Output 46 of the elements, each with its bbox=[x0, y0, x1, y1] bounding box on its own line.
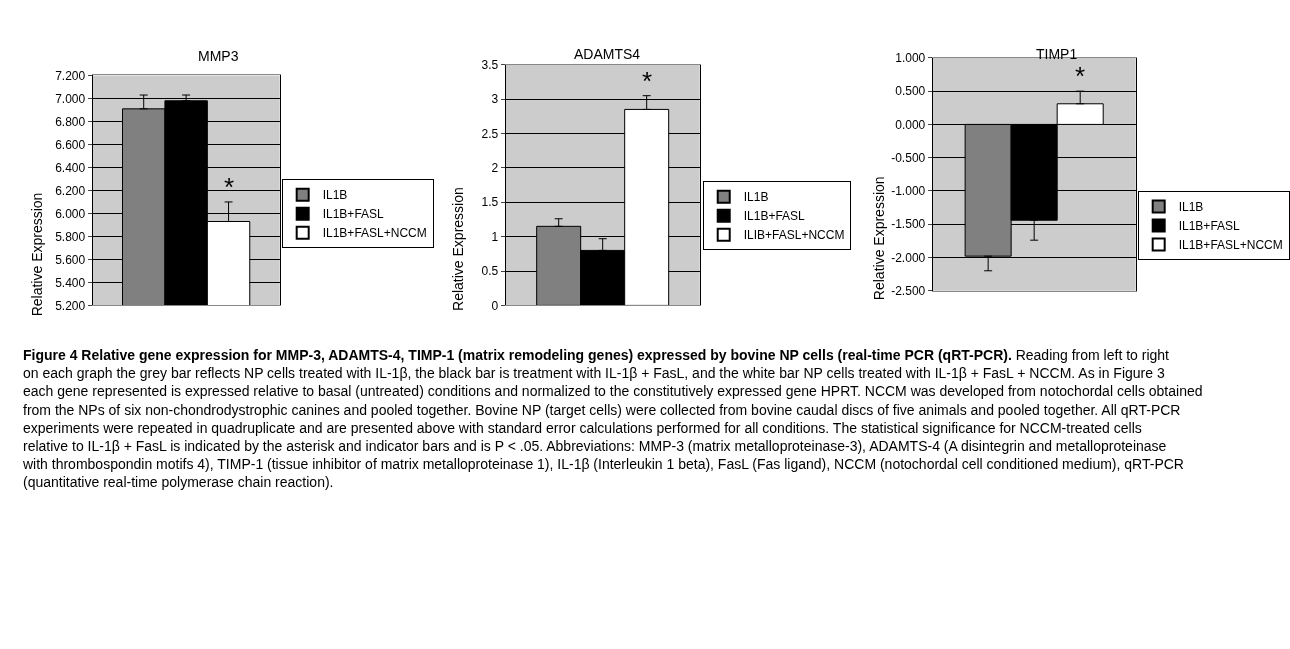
y-tick-label: 2 bbox=[491, 161, 499, 176]
legend-label: IL1B bbox=[1178, 200, 1204, 215]
annotation: * bbox=[224, 172, 235, 202]
y-tick-label: -1.000 bbox=[891, 184, 926, 199]
legend-label: IL1B+FASL bbox=[322, 207, 385, 222]
y-tick-label: 6.200 bbox=[55, 183, 86, 198]
y-tick-label: 3.5 bbox=[481, 57, 499, 72]
y-tick-label: 6.000 bbox=[55, 206, 86, 221]
y-tick-label: 3 bbox=[491, 92, 499, 107]
chart-title: MMP3 bbox=[198, 48, 239, 64]
y-tick-label: 5.400 bbox=[55, 275, 86, 290]
y-tick-label: -2.500 bbox=[891, 283, 926, 298]
y-tick-label: 1 bbox=[491, 229, 499, 244]
legend-label: IL1B+FASL bbox=[743, 209, 806, 224]
y-tick-label: 0.000 bbox=[895, 117, 926, 132]
y-tick-label: 0.5 bbox=[481, 264, 499, 279]
chart-title: ADAMTS4 bbox=[574, 46, 641, 62]
y-axis-title: Relative Expression bbox=[870, 176, 887, 301]
annotation: * bbox=[642, 66, 653, 96]
caption: Figure 4 Relative gene expression for MMP-3, ADAMTS-4, TIMP-1 (matrix remodeling genes) expressed by bovine NP cells (real-time PCR (qRT-PCR). bbox=[23, 347, 1012, 363]
annotation: * bbox=[1075, 61, 1086, 91]
y-tick-label: -1.500 bbox=[891, 217, 926, 232]
y-axis-title: Relative Expression bbox=[449, 187, 466, 311]
y-tick-label: 6.400 bbox=[55, 160, 86, 175]
y-tick-label: 5.800 bbox=[55, 229, 86, 244]
y-tick-label: 5.600 bbox=[55, 252, 86, 267]
legend-label: IL1B+FASL+NCCM bbox=[1178, 238, 1283, 253]
y-tick-label: 6.800 bbox=[55, 114, 86, 129]
legend-label: IL1B bbox=[743, 190, 769, 205]
y-tick-label: -0.500 bbox=[891, 150, 926, 165]
y-tick-label: 1.000 bbox=[895, 51, 926, 66]
y-tick-label: 5.200 bbox=[55, 298, 86, 313]
y-tick-label: -2.000 bbox=[891, 250, 926, 265]
legend-label: IL1B+FASL bbox=[1178, 219, 1241, 234]
legend-label: IL1B bbox=[322, 188, 348, 203]
y-tick-label: 1.5 bbox=[481, 195, 499, 210]
legend-label: IL1B+FASL+NCCM bbox=[322, 226, 427, 241]
y-tick-label: 0.500 bbox=[895, 84, 926, 99]
y-axis-title: Relative Expression bbox=[29, 192, 46, 317]
y-tick-label: 2.5 bbox=[481, 126, 499, 141]
y-tick-label: 7.000 bbox=[55, 91, 86, 106]
y-tick-label: 7.200 bbox=[55, 68, 86, 83]
y-tick-label: 6.600 bbox=[55, 137, 86, 152]
legend-label: ILIB+FASL+NCCM bbox=[743, 228, 845, 243]
chart-title: TIMP1 bbox=[1036, 46, 1078, 62]
y-tick-label: 0 bbox=[491, 298, 499, 313]
